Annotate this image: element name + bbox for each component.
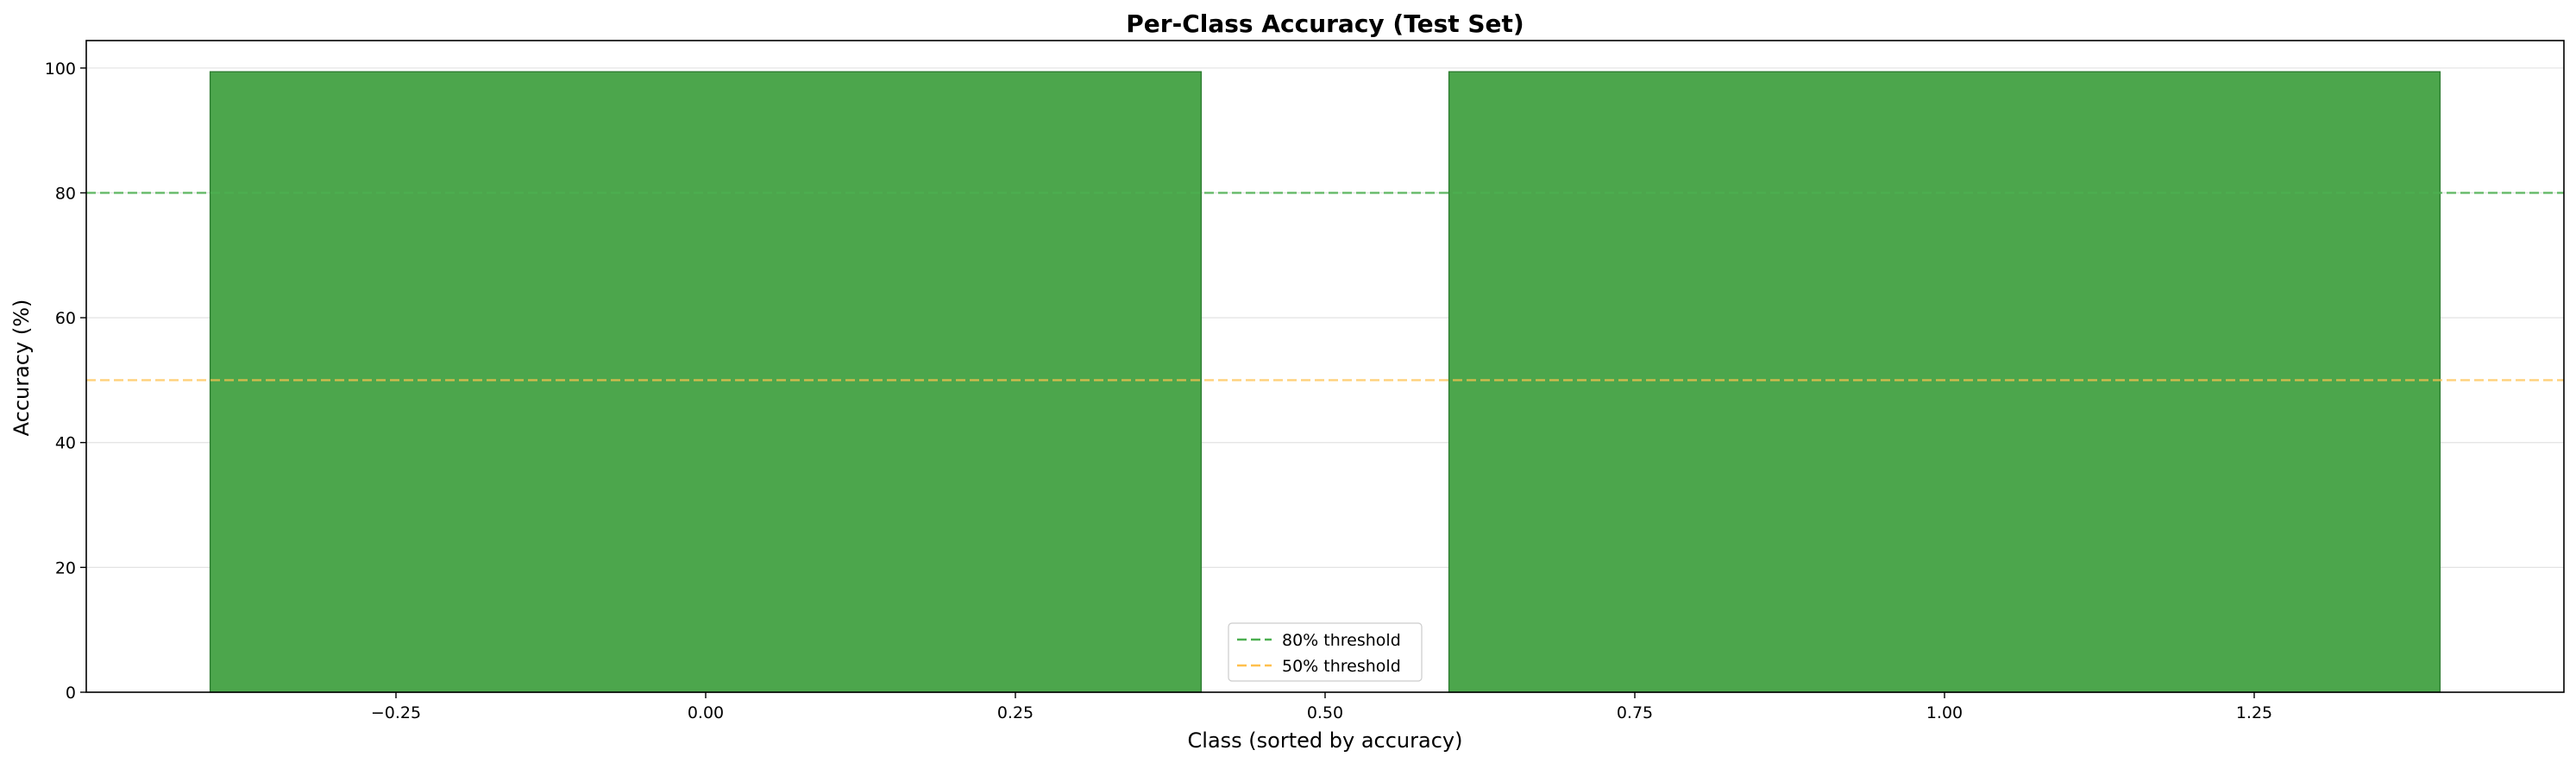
x-tick-label: 0.50 <box>1307 703 1343 722</box>
x-tick-label: 0.25 <box>997 703 1034 722</box>
y-tick-label: 60 <box>55 309 76 328</box>
ticks-layer: 0 20 40 60 80 100 −0.25 0.00 0.25 0.50 0.75 1.00 1.2… <box>45 60 2272 722</box>
y-tick-label: 0 <box>66 684 76 703</box>
y-tick-label: 40 <box>55 434 76 453</box>
bar <box>1448 71 2441 693</box>
legend: 80% threshold 50% threshold <box>1228 622 1423 682</box>
y-tick-label: 20 <box>55 558 76 577</box>
x-tick-label: 1.00 <box>1926 703 1963 722</box>
chart-title: Per-Class Accuracy (Test Set) <box>1126 9 1524 38</box>
x-axis-label: Class (sorted by accuracy) <box>1188 728 1463 753</box>
x-tick-label: 0.00 <box>688 703 724 722</box>
legend-label: 80% threshold <box>1282 631 1401 650</box>
y-tick-label: 100 <box>45 60 76 79</box>
threshold-layer <box>86 192 2564 382</box>
legend-label: 50% threshold <box>1282 657 1401 676</box>
y-tick-label: 80 <box>55 184 76 203</box>
x-tick-label: −0.25 <box>371 703 421 722</box>
y-axis-label: Accuracy (%) <box>9 300 34 437</box>
x-tick-label: 0.75 <box>1617 703 1653 722</box>
bars-layer <box>209 71 2441 693</box>
legend-box <box>1228 622 1423 682</box>
x-tick-label: 1.25 <box>2236 703 2272 722</box>
bar <box>209 71 1203 693</box>
